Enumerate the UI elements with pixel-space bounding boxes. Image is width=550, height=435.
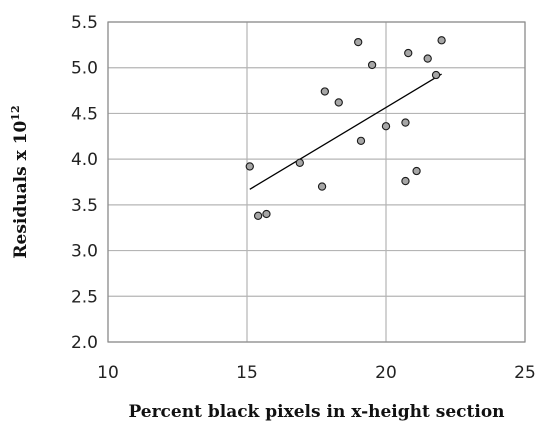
y-tick-label: 5.0 — [71, 59, 98, 79]
data-point — [404, 48, 413, 58]
data-point — [253, 211, 263, 220]
plot-area — [107, 21, 526, 343]
data-point — [423, 54, 432, 63]
data-points — [245, 36, 446, 220]
data-point — [245, 162, 254, 171]
y-axis-title-base: Residuals x 10 — [11, 121, 31, 259]
data-point — [295, 158, 304, 167]
y-tick-label: 3.5 — [71, 196, 98, 216]
y-axis-title-exponent: 12 — [9, 105, 22, 120]
x-tick-label: 15 — [236, 363, 258, 383]
data-point — [354, 37, 363, 47]
data-point — [437, 36, 446, 45]
data-point — [401, 176, 410, 186]
y-tick-label: 2.0 — [71, 333, 98, 353]
data-point — [334, 98, 343, 107]
grid-lines — [107, 21, 526, 343]
data-point — [367, 60, 377, 70]
data-point — [431, 70, 441, 80]
data-point — [262, 209, 271, 219]
data-point — [356, 136, 366, 146]
x-tick-label: 20 — [375, 363, 397, 383]
y-tick-label: 3.0 — [71, 242, 98, 262]
y-axis-title: Residuals x 1012 — [9, 105, 31, 258]
y-tick-label: 4.0 — [71, 150, 98, 170]
data-point — [412, 166, 421, 176]
trend-line — [249, 73, 442, 190]
data-point — [320, 87, 329, 96]
y-tick-label: 5.5 — [71, 13, 98, 33]
y-tick-label: 2.5 — [71, 287, 98, 307]
x-axis-title: Percent black pixels in x-height section — [128, 402, 504, 422]
data-point — [317, 182, 327, 191]
y-tick-label: 4.5 — [71, 104, 98, 124]
data-point — [401, 118, 410, 127]
tick-labels: 10 15 20 25 2.0 2.5 3.0 3.5 4.0 4.5 5.0 5.5 — [71, 13, 536, 383]
x-tick-label: 10 — [97, 363, 119, 383]
x-tick-label: 25 — [514, 363, 536, 383]
data-point — [381, 122, 391, 131]
